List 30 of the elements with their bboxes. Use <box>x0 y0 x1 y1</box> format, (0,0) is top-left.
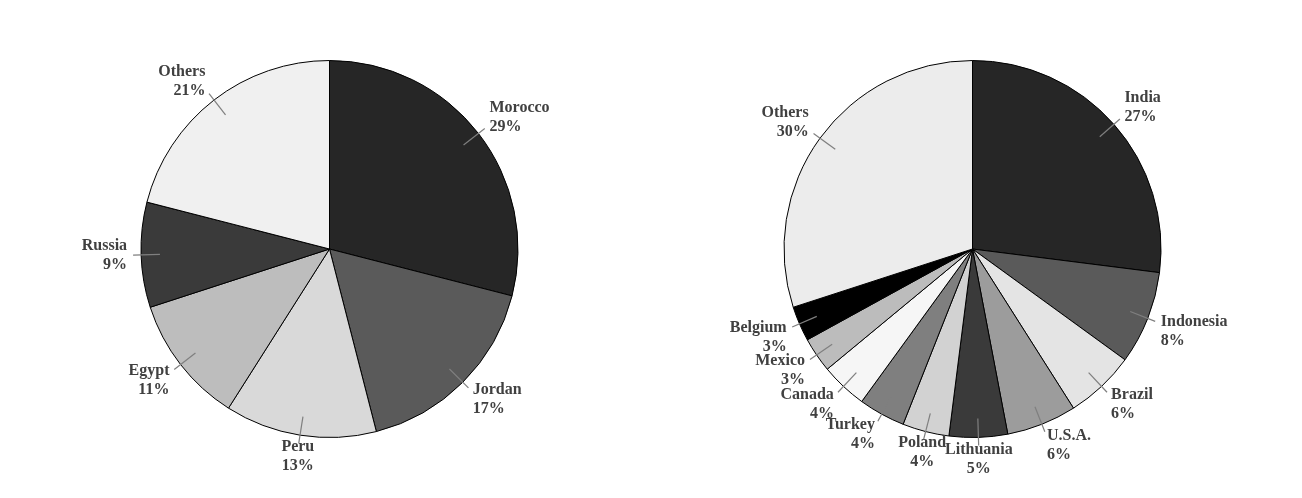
data-label: 4% <box>910 452 935 470</box>
data-label: 9% <box>103 255 128 272</box>
data-label: 11% <box>138 380 170 398</box>
slice-label: Morocco <box>489 97 550 115</box>
slice-label: Peru <box>281 437 315 455</box>
slice-label: Others <box>761 103 809 121</box>
data-label: 6% <box>1047 444 1072 462</box>
data-label: 29% <box>489 116 522 134</box>
slice-label: Brazil <box>1111 384 1154 402</box>
slice-label: Poland <box>898 433 947 451</box>
slice-label: Lithuania <box>945 439 1013 457</box>
data-label: 30% <box>776 122 809 140</box>
data-label: 4% <box>850 433 875 451</box>
slice-label: Russia <box>81 236 128 253</box>
data-label: 27% <box>1124 107 1157 125</box>
slice-label: India <box>1124 88 1161 106</box>
data-label: 21% <box>173 81 206 99</box>
slice-label: Indonesia <box>1160 311 1228 329</box>
slice-label: Egypt <box>128 361 171 380</box>
data-label: 17% <box>472 399 505 417</box>
slice-label: U.S.A. <box>1047 425 1092 443</box>
slice-label: Belgium <box>729 317 788 336</box>
data-label: 5% <box>966 458 991 476</box>
slice-label: Jordan <box>472 380 522 398</box>
data-label: 3% <box>762 336 787 354</box>
slice-label: Mexico <box>755 351 806 369</box>
data-label: 6% <box>1111 403 1136 421</box>
data-label: 8% <box>1160 330 1185 348</box>
slice-label: Others <box>158 62 206 80</box>
data-label: 13% <box>281 456 314 474</box>
